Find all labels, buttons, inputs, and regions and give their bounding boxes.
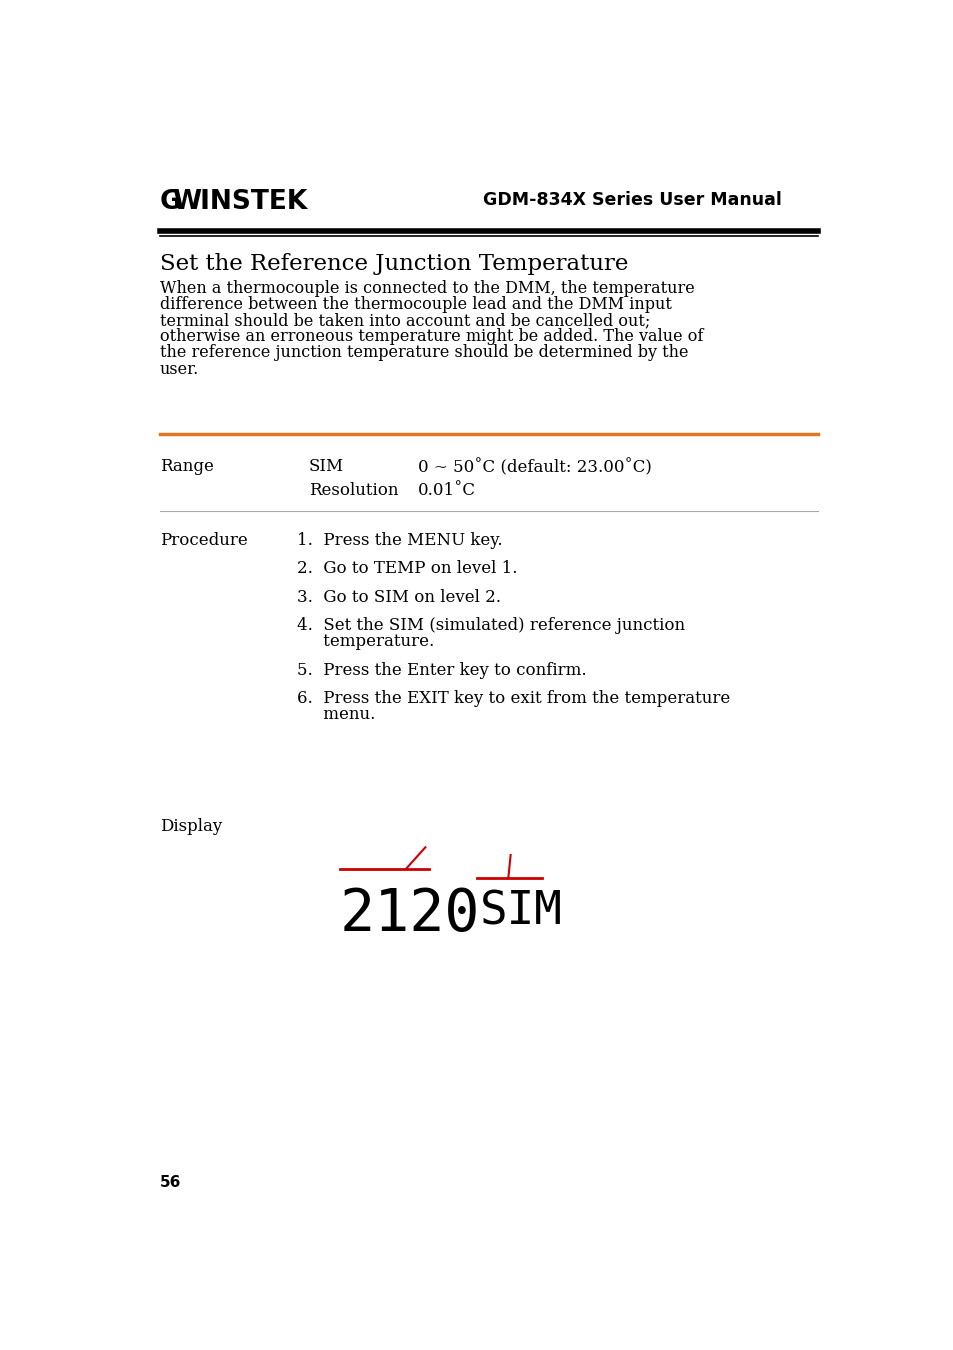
Text: Range: Range: [159, 459, 213, 475]
Text: 5.  Press the Enter key to confirm.: 5. Press the Enter key to confirm.: [297, 662, 586, 679]
Text: Resolution: Resolution: [309, 482, 398, 498]
Text: Procedure: Procedure: [159, 532, 247, 548]
Text: Set the Reference Junction Temperature: Set the Reference Junction Temperature: [159, 252, 627, 275]
Text: 1.  Press the MENU key.: 1. Press the MENU key.: [297, 532, 502, 548]
Text: otherwise an erroneous temperature might be added. The value of: otherwise an erroneous temperature might…: [159, 328, 702, 346]
Text: 0 ~ 50˚C (default: 23.00˚C): 0 ~ 50˚C (default: 23.00˚C): [417, 459, 651, 477]
Text: When a thermocouple is connected to the DMM, the temperature: When a thermocouple is connected to the …: [159, 279, 694, 297]
Text: SIM: SIM: [479, 890, 562, 934]
Text: 4.  Set the SIM (simulated) reference junction: 4. Set the SIM (simulated) reference jun…: [297, 617, 685, 634]
Text: temperature.: temperature.: [297, 633, 435, 651]
Text: user.: user.: [159, 360, 198, 378]
Text: W: W: [172, 189, 201, 215]
Text: 0.01˚C: 0.01˚C: [417, 482, 476, 498]
Text: Display: Display: [159, 818, 221, 836]
Text: G: G: [159, 189, 181, 215]
Text: 2.  Go to TEMP on level 1.: 2. Go to TEMP on level 1.: [297, 560, 517, 576]
Text: 2120: 2120: [340, 886, 480, 942]
Text: GDM-834X Series User Manual: GDM-834X Series User Manual: [483, 192, 781, 209]
Text: INSTEK: INSTEK: [191, 189, 307, 215]
Text: 6.  Press the EXIT key to exit from the temperature: 6. Press the EXIT key to exit from the t…: [297, 690, 730, 707]
Text: 56: 56: [159, 1174, 181, 1189]
Text: the reference junction temperature should be determined by the: the reference junction temperature shoul…: [159, 344, 687, 362]
Text: 3.  Go to SIM on level 2.: 3. Go to SIM on level 2.: [297, 589, 501, 606]
Text: SIM: SIM: [309, 459, 344, 475]
Text: menu.: menu.: [297, 706, 375, 724]
Text: difference between the thermocouple lead and the DMM input: difference between the thermocouple lead…: [159, 296, 671, 313]
Text: terminal should be taken into account and be cancelled out;: terminal should be taken into account an…: [159, 312, 649, 329]
